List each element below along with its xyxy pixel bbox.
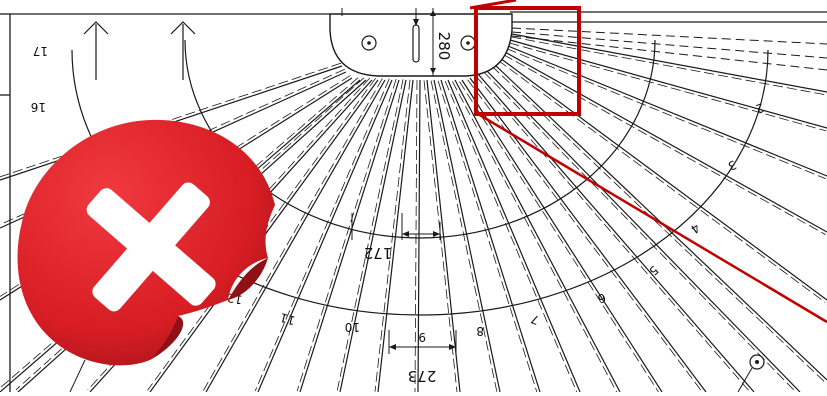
tread-line <box>205 79 386 392</box>
tread-line <box>299 79 400 392</box>
tread-line-offset <box>506 48 827 180</box>
tread-line-offset <box>437 80 538 392</box>
tread-line <box>461 79 663 392</box>
tread-line <box>426 79 461 392</box>
tread-line-offset <box>459 81 659 392</box>
tread-line <box>509 39 827 129</box>
step-number: 10 <box>345 320 360 334</box>
tread-line-offset <box>147 77 376 391</box>
step-number: 16 <box>31 100 46 114</box>
step-number: 4 <box>688 221 702 237</box>
tread-line-offset <box>423 80 458 392</box>
tread-line-offset <box>451 81 618 392</box>
tread-line-offset <box>483 71 797 392</box>
tread-line-offset <box>430 80 498 392</box>
tread-line <box>433 79 501 392</box>
stair-well: 280 <box>329 8 513 77</box>
step-number: 2 <box>754 100 766 116</box>
tread-line <box>377 79 414 392</box>
tread-line-offset <box>203 78 383 391</box>
step-number: 9 <box>418 330 426 344</box>
step-number: 11 <box>278 310 296 327</box>
dim-inner-tread-label: 172 <box>364 244 393 262</box>
leader-lines <box>69 359 86 393</box>
x-mark-icon <box>86 182 216 312</box>
dim-outer-tread: 273 <box>388 330 457 385</box>
tread-line <box>469 77 707 392</box>
tread-line-offset <box>254 78 390 391</box>
tread-line-offset <box>296 78 397 392</box>
tread-line <box>440 79 541 392</box>
dashed-guides <box>511 27 827 71</box>
tread-line-offset <box>444 81 578 392</box>
dim-top-depth: 280 <box>435 32 453 61</box>
tread-line <box>485 69 801 392</box>
tread-line-offset <box>374 79 411 392</box>
target-marker-icon <box>737 354 765 393</box>
dim-inner-tread: 172 <box>351 213 441 262</box>
tread-line <box>499 57 827 301</box>
tread-line-offset <box>497 60 826 303</box>
highlight-box <box>474 6 581 116</box>
tread-line <box>339 79 407 392</box>
direction-arrows <box>83 21 196 80</box>
tread-line-offset <box>475 75 751 392</box>
tread-line-offset <box>336 79 404 392</box>
tread-line <box>447 79 581 392</box>
step-number: 17 <box>33 44 48 58</box>
step-number: 8 <box>476 324 484 338</box>
error-badge <box>17 119 275 366</box>
bolt-left-icon <box>361 35 377 51</box>
tread-line <box>477 73 755 392</box>
tread-line <box>511 33 827 93</box>
tread-line-offset <box>503 54 826 235</box>
tread-line-offset <box>509 42 827 132</box>
tread-line-offset <box>511 36 827 96</box>
drawing-frame <box>0 11 827 392</box>
step-number: 7 <box>529 312 541 328</box>
highlight-callout <box>469 0 827 324</box>
tread-line <box>417 79 421 392</box>
tread-line <box>454 79 621 392</box>
tread-line-offset <box>491 65 826 383</box>
tread-line-offset <box>414 79 418 392</box>
tread-line <box>257 79 393 392</box>
tread-line-offset <box>0 62 342 178</box>
step-number: 6 <box>596 290 608 306</box>
tread-line <box>507 45 827 177</box>
tread-line <box>504 51 827 233</box>
dim-outer-tread-label: 273 <box>408 367 437 385</box>
